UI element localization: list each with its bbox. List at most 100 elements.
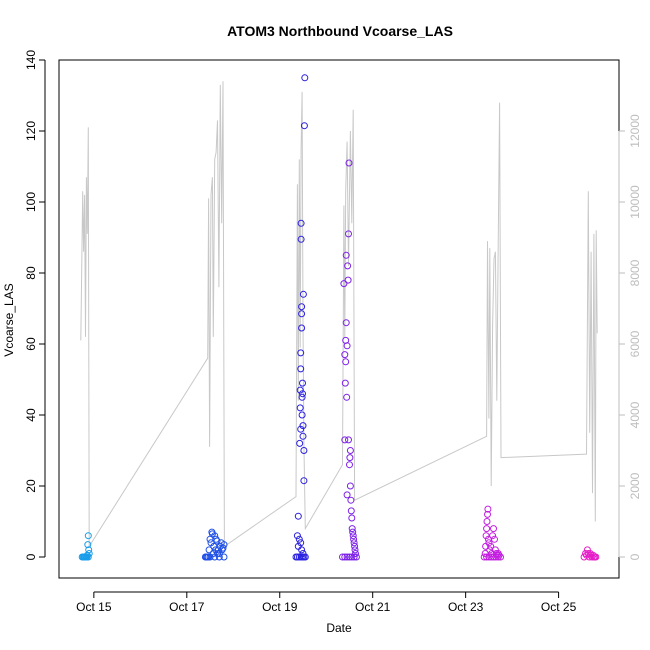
- data-point: [341, 379, 349, 387]
- x-axis: Oct 15 Oct 17 Oct 19 Oct 21 Oct 23 Oct 25: [76, 591, 577, 614]
- secondary-y-tick-label: 4000: [628, 401, 642, 428]
- data-point: [348, 553, 356, 561]
- x-tick-label: Oct 25: [541, 600, 577, 614]
- data-point: [342, 319, 350, 327]
- secondary-y-axis: 0 2000 4000 6000 8000 10000 12000: [618, 114, 642, 560]
- data-point: [301, 74, 309, 82]
- data-point: [299, 550, 307, 557]
- x-axis-label: Date: [326, 621, 352, 635]
- data-point: [298, 546, 306, 554]
- data-point: [298, 411, 306, 419]
- data-point: [350, 535, 358, 543]
- data-point: [350, 553, 358, 561]
- data-point: [339, 553, 346, 561]
- data-point: [343, 393, 351, 401]
- data-point: [84, 541, 92, 549]
- data-point: [299, 379, 306, 387]
- data-point: [342, 358, 350, 366]
- x-tick-label: Oct 15: [76, 600, 112, 614]
- data-point: [342, 251, 350, 259]
- data-point: [85, 546, 93, 554]
- data-point: [300, 477, 308, 485]
- data-point: [341, 436, 349, 444]
- y-tick-label: 140: [24, 50, 38, 70]
- data-point: [351, 546, 359, 554]
- data-point: [296, 404, 304, 412]
- data-point: [294, 512, 302, 520]
- data-point: [214, 546, 222, 554]
- data-point: [297, 219, 305, 227]
- data-point: [344, 262, 352, 270]
- background-series-line: [80, 81, 598, 549]
- data-point: [298, 324, 306, 332]
- data-point: [299, 390, 306, 398]
- data-point: [208, 530, 216, 538]
- data-point: [297, 539, 305, 547]
- y-axis: 0 20 40 60 80 100 120 140: [24, 50, 46, 560]
- data-point: [220, 541, 228, 549]
- secondary-y-tick-label: 10000: [628, 185, 642, 219]
- data-point: [85, 550, 93, 557]
- data-point: [293, 553, 301, 561]
- secondary-y-tick-label: 0: [628, 553, 642, 560]
- x-tick-label: Oct 19: [262, 600, 298, 614]
- data-point: [350, 539, 358, 547]
- data-point: [483, 518, 491, 525]
- data-point: [298, 310, 306, 318]
- data-point: [343, 342, 351, 350]
- data-point: [490, 525, 497, 533]
- data-point: [480, 553, 488, 561]
- y-tick-label: 120: [24, 121, 38, 141]
- data-point: [492, 553, 500, 561]
- data-point: [352, 553, 360, 561]
- data-point: [340, 280, 348, 288]
- data-point: [346, 553, 353, 561]
- data-point: [346, 454, 354, 462]
- data-point: [484, 510, 491, 518]
- data-point: [300, 447, 308, 454]
- data-point: [299, 422, 307, 430]
- data-point: [346, 482, 354, 490]
- data-point: [297, 365, 305, 373]
- data-point: [211, 553, 219, 561]
- data-point: [220, 553, 228, 561]
- y-axis-label: Vcoarse_LAS: [2, 283, 16, 356]
- data-point: [485, 553, 493, 561]
- y-tick-label: 0: [24, 553, 38, 560]
- x-tick-label: Oct 23: [448, 600, 484, 614]
- secondary-y-tick-label: 12000: [628, 114, 642, 148]
- x-tick-label: Oct 17: [169, 600, 205, 614]
- data-point: [494, 553, 502, 561]
- data-point: [491, 535, 498, 543]
- data-point: [348, 525, 356, 533]
- data-point: [293, 532, 301, 540]
- data-point: [84, 553, 92, 561]
- data-point: [300, 122, 308, 130]
- data-point: [299, 432, 307, 440]
- y-tick-label: 20: [24, 479, 38, 493]
- data-point: [346, 447, 354, 454]
- background-series: [80, 81, 598, 549]
- chart-title: ATOM3 Northbound Vcoarse_LAS: [227, 23, 453, 39]
- data-point: [343, 491, 351, 499]
- data-point: [351, 542, 359, 550]
- data-point: [348, 514, 356, 522]
- data-point: [345, 230, 352, 238]
- data-point: [295, 535, 303, 543]
- x-tick-label: Oct 21: [355, 600, 391, 614]
- y-tick-label: 40: [24, 408, 38, 422]
- data-point: [297, 425, 305, 433]
- data-point: [299, 290, 307, 298]
- y-tick-label: 80: [24, 266, 38, 280]
- data-point: [346, 461, 353, 469]
- data-point: [352, 550, 359, 557]
- plot-frame: [58, 59, 620, 579]
- data-point: [345, 159, 353, 167]
- data-point: [343, 553, 351, 561]
- data-point: [485, 539, 493, 547]
- data-point: [297, 349, 305, 357]
- data-point: [296, 386, 304, 394]
- data-point: [489, 532, 497, 540]
- scatter-series: [78, 74, 600, 561]
